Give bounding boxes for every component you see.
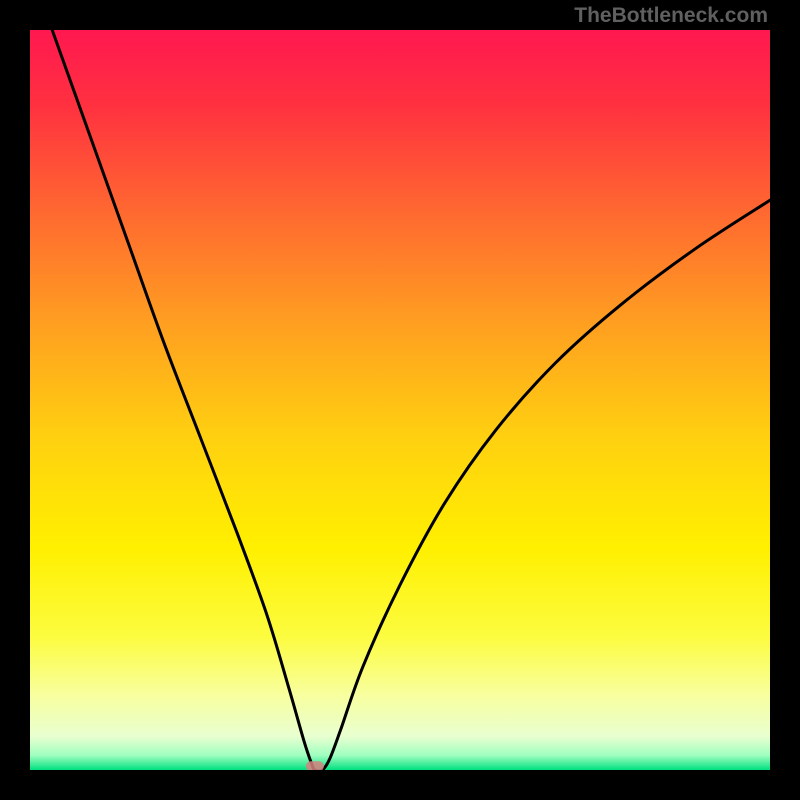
gradient-background	[30, 30, 770, 770]
plot-area	[30, 30, 770, 770]
optimum-marker	[306, 761, 324, 770]
bottleneck-curve-chart	[30, 30, 770, 770]
chart-frame: TheBottleneck.com	[0, 0, 800, 800]
watermark-text: TheBottleneck.com	[574, 4, 768, 28]
